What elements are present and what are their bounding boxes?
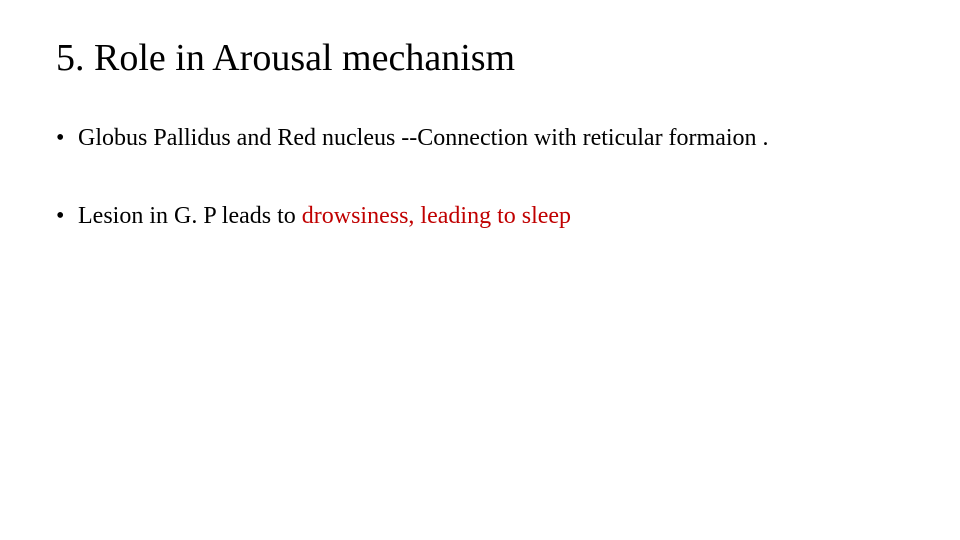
slide: 5. Role in Arousal mechanism Globus Pall… — [0, 0, 960, 540]
bullet-text-highlight: drowsiness, leading to sleep — [302, 203, 571, 229]
slide-title: 5. Role in Arousal mechanism — [56, 36, 904, 82]
bullet-text-prefix: Lesion in G. P leads to — [78, 203, 302, 229]
bullet-item: Lesion in G. P leads to drowsiness, lead… — [56, 200, 904, 232]
bullet-item: Globus Pallidus and Red nucleus --Connec… — [56, 122, 904, 154]
bullet-text: Globus Pallidus and Red nucleus --Connec… — [78, 125, 769, 151]
bullet-list: Globus Pallidus and Red nucleus --Connec… — [56, 122, 904, 233]
